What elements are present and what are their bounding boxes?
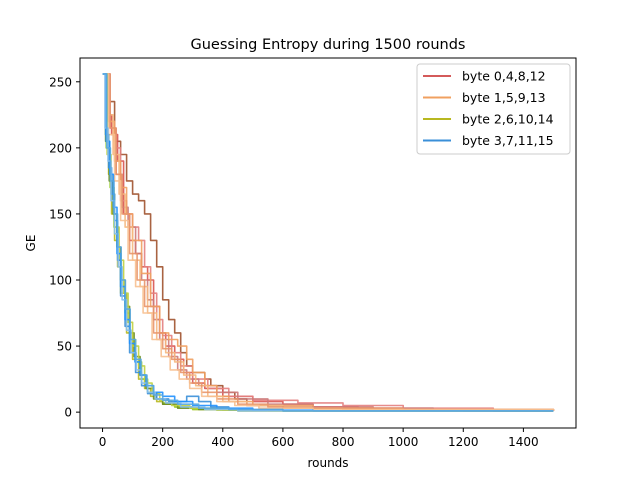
series-line [102,73,555,411]
y-tick-label: 100 [49,274,72,288]
series-layer [102,73,555,412]
y-tick-label: 150 [49,207,72,221]
series-group [102,73,555,411]
x-tick-label: 400 [211,435,234,449]
x-tick-label: 800 [332,435,355,449]
x-tick-label: 600 [271,435,294,449]
y-axis-label: GE [24,235,38,252]
y-tick-label: 250 [49,75,72,89]
legend-label: byte 0,4,8,12 [462,69,546,84]
x-tick-label: 1200 [448,435,479,449]
legend-label: byte 1,5,9,13 [462,90,546,105]
x-tick-label: 1400 [508,435,539,449]
y-tick-label: 200 [49,141,72,155]
x-axis-label: rounds [307,456,348,470]
series-line [102,73,554,412]
series-line [102,73,555,411]
x-tick-label: 1000 [388,435,419,449]
series-group [102,73,554,412]
series-line [102,73,554,412]
legend-box [416,63,571,155]
y-tick-label: 0 [64,406,72,420]
x-tick-label: 0 [99,435,107,449]
x-axis: 0 200 400 600 800 1000 1200 1400 [99,428,539,449]
y-axis: 0 50 100 150 200 250 [49,75,80,420]
y-tick-label: 50 [57,340,72,354]
chart-title: Guessing Entropy during 1500 rounds [191,37,466,53]
plot-frame [79,57,577,429]
legend: byte 0,4,8,12 byte 1,5,9,13 byte 2,6,10,14… [416,63,571,155]
legend-label: byte 2,6,10,14 [462,112,554,127]
x-tick-label: 200 [151,435,174,449]
legend-label: byte 3,7,11,15 [462,133,554,148]
